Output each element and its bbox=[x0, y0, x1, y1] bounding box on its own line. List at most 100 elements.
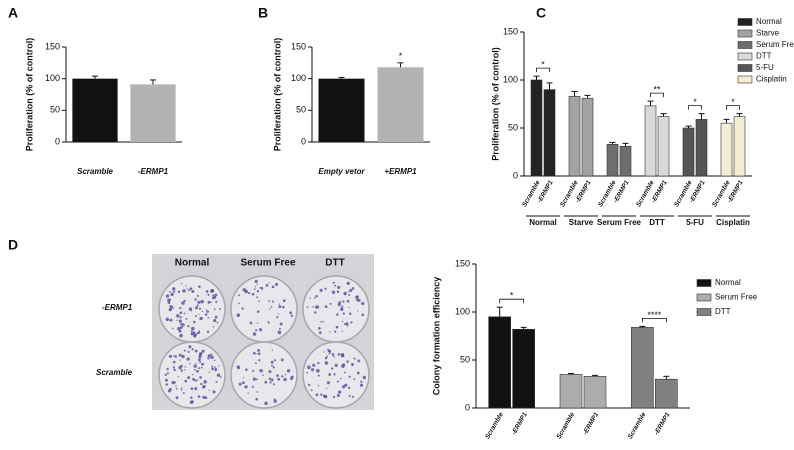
colony bbox=[173, 368, 176, 372]
colony bbox=[332, 281, 335, 284]
y-tick-label: 100 bbox=[455, 306, 470, 316]
colony bbox=[196, 369, 199, 373]
colony bbox=[341, 330, 343, 333]
colony bbox=[340, 308, 344, 311]
colony bbox=[199, 352, 203, 356]
colony bbox=[271, 364, 273, 367]
colony bbox=[324, 361, 329, 365]
colony bbox=[268, 377, 272, 380]
bar bbox=[619, 145, 632, 177]
colony bbox=[192, 320, 196, 324]
colony bbox=[350, 321, 353, 324]
colony bbox=[346, 325, 349, 327]
y-tick-label: 150 bbox=[455, 258, 470, 268]
x-tick-label: -ERMP1 bbox=[653, 411, 672, 436]
group-label: Cisplatin bbox=[716, 218, 750, 227]
colony bbox=[325, 355, 328, 358]
legend-swatch bbox=[737, 18, 753, 26]
colony bbox=[351, 287, 355, 290]
colony bbox=[256, 391, 259, 393]
colony bbox=[359, 383, 364, 387]
colony bbox=[218, 365, 220, 367]
colony bbox=[256, 283, 258, 285]
colony bbox=[341, 364, 345, 368]
colony bbox=[213, 359, 216, 362]
colony bbox=[193, 368, 196, 371]
colony bbox=[174, 381, 177, 384]
colony bbox=[168, 354, 172, 358]
colony bbox=[196, 294, 199, 298]
colony bbox=[212, 294, 215, 297]
colony bbox=[340, 353, 345, 357]
colony bbox=[179, 306, 182, 309]
colony bbox=[205, 309, 208, 311]
well bbox=[302, 341, 370, 409]
colony bbox=[270, 360, 274, 364]
colony bbox=[186, 357, 190, 361]
colony bbox=[348, 375, 351, 378]
colony bbox=[253, 288, 256, 291]
colony bbox=[193, 364, 197, 368]
colony bbox=[325, 387, 328, 389]
colony bbox=[208, 389, 210, 391]
colony bbox=[198, 330, 201, 332]
colony bbox=[258, 328, 263, 332]
colony bbox=[174, 355, 178, 358]
significance-bracket bbox=[536, 67, 550, 73]
colony bbox=[333, 355, 335, 358]
y-tick-label: 150 bbox=[503, 26, 518, 36]
colony bbox=[241, 307, 244, 310]
colony bbox=[348, 293, 351, 297]
colony bbox=[277, 377, 281, 381]
x-tick-label: -ERMP1 bbox=[138, 167, 169, 176]
colony bbox=[331, 290, 336, 294]
colony bbox=[284, 373, 287, 376]
colony bbox=[318, 331, 322, 335]
legend-swatch bbox=[737, 52, 753, 61]
colony bbox=[338, 301, 342, 304]
colony bbox=[310, 389, 313, 392]
colony bbox=[264, 401, 268, 406]
colony bbox=[171, 380, 176, 385]
colony bbox=[183, 349, 186, 352]
well bbox=[230, 341, 298, 409]
colony bbox=[256, 290, 259, 293]
colony bbox=[249, 321, 253, 325]
y-tick-label: 0 bbox=[465, 402, 470, 412]
colony bbox=[194, 387, 198, 391]
y-tick-label: 50 bbox=[508, 122, 518, 132]
colony bbox=[242, 381, 245, 385]
colony bbox=[328, 373, 331, 377]
colony bbox=[343, 371, 346, 374]
legend-label: Serum Free bbox=[756, 40, 794, 49]
colony bbox=[180, 322, 183, 326]
colony bbox=[350, 363, 354, 366]
colony bbox=[348, 306, 350, 309]
colony bbox=[257, 349, 261, 352]
colony bbox=[173, 290, 176, 293]
colony bbox=[208, 371, 210, 373]
colony bbox=[312, 363, 316, 367]
colony bbox=[290, 375, 294, 379]
y-tick-label: 50 bbox=[460, 354, 470, 364]
bar bbox=[530, 79, 543, 177]
bar bbox=[695, 119, 708, 177]
colony bbox=[172, 287, 176, 291]
colony bbox=[336, 380, 339, 383]
colony bbox=[207, 293, 210, 296]
colony bbox=[190, 330, 193, 333]
colony bbox=[324, 305, 328, 308]
colony bbox=[171, 327, 174, 330]
colony bbox=[180, 364, 183, 368]
colony bbox=[351, 395, 355, 398]
colony bbox=[310, 368, 315, 372]
colony bbox=[354, 358, 356, 360]
colony bbox=[349, 312, 352, 315]
colony bbox=[346, 281, 350, 286]
colony bbox=[185, 317, 188, 320]
colony bbox=[238, 382, 242, 386]
colony bbox=[254, 285, 257, 288]
colony bbox=[204, 313, 208, 316]
colony bbox=[283, 377, 287, 382]
significance: * bbox=[541, 60, 545, 70]
